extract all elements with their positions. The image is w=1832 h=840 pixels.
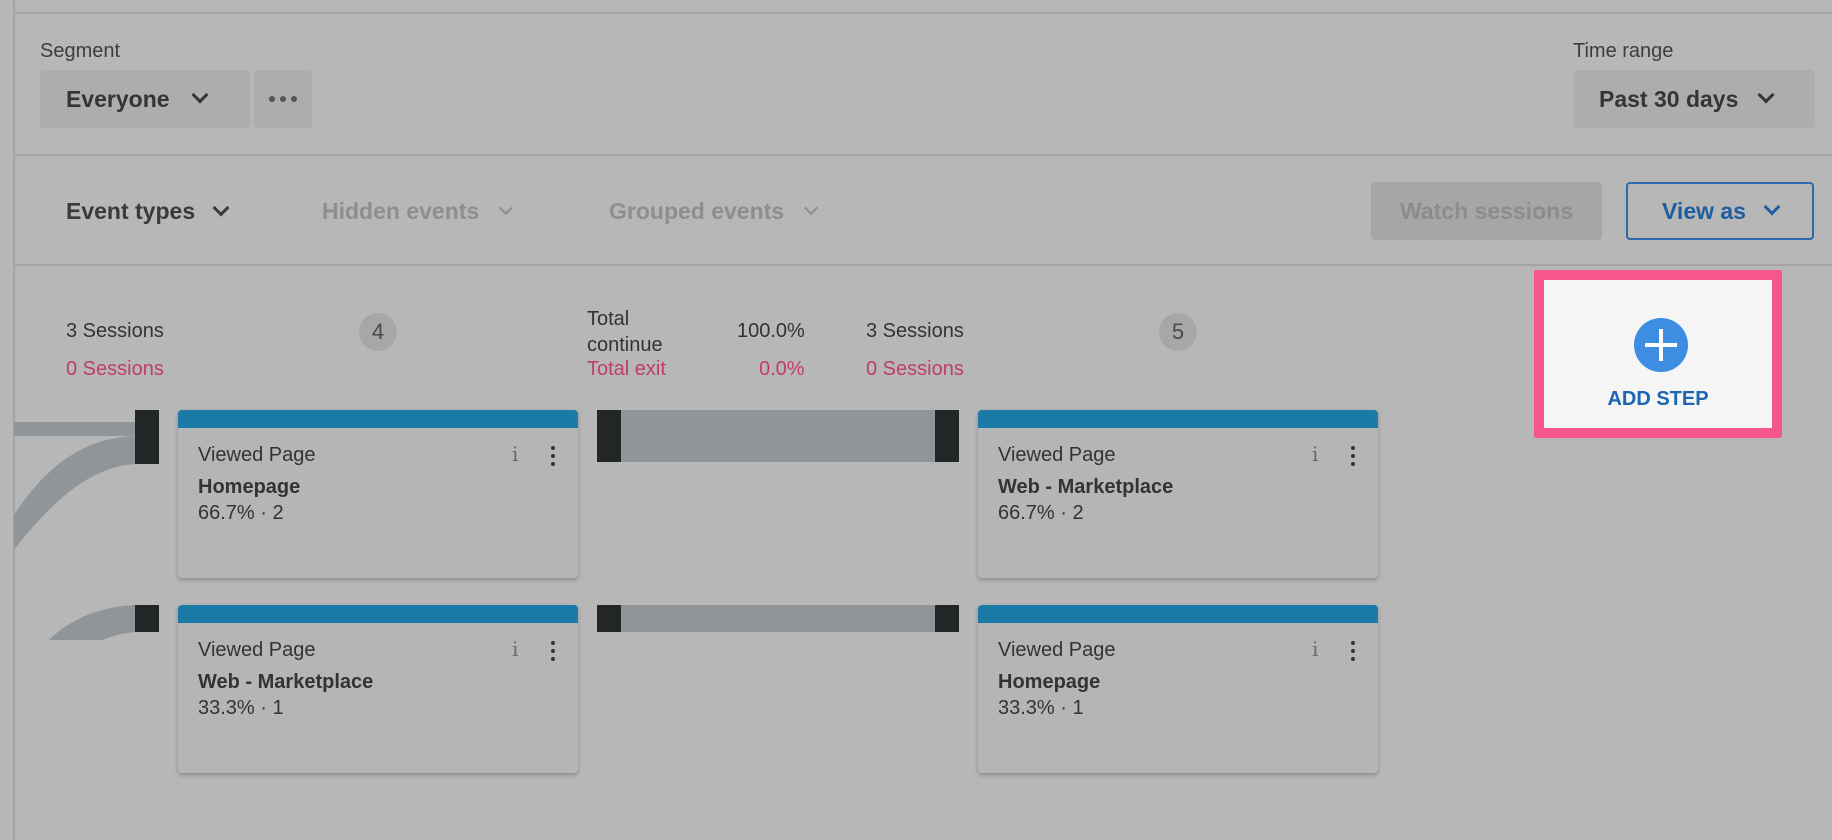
total-exit-pct: 0.0% — [759, 358, 805, 380]
view-as-label: View as — [1662, 197, 1746, 224]
more-vertical-icon[interactable] — [551, 641, 555, 665]
step-card[interactable]: Viewed Page Web - Marketplace 66.7% · 2 … — [978, 410, 1378, 578]
connector-end-top — [935, 410, 959, 462]
event-types-label: Event types — [66, 198, 196, 224]
step-card[interactable]: Viewed Page Homepage 66.7% · 2 i — [178, 410, 578, 578]
chevron-down-icon — [191, 86, 209, 104]
node-marker-bottom — [135, 605, 159, 632]
total-continue-label: Total continue — [587, 308, 663, 356]
card-event: Viewed Page — [998, 639, 1116, 661]
flow-connectors — [14, 410, 959, 640]
card-metric: 66.7% · 2 — [998, 502, 1084, 524]
total-exit-label: Total exit — [587, 358, 666, 380]
add-step-highlight: ADD STEP — [1534, 270, 1782, 438]
card-metric: 33.3% · 1 — [198, 697, 284, 719]
chevron-down-icon — [499, 200, 514, 215]
more-horizontal-icon — [269, 96, 297, 102]
connector-start-top — [597, 410, 621, 462]
step-card[interactable]: Viewed Page Homepage 33.3% · 1 i — [978, 605, 1378, 773]
step4-sessions: 3 Sessions — [66, 320, 164, 342]
connector-end-bottom — [935, 605, 959, 632]
step5-number: 5 — [1159, 313, 1197, 351]
card-event: Viewed Page — [198, 639, 316, 661]
filter-divider — [14, 154, 1832, 156]
step4-exit-sessions: 0 Sessions — [66, 358, 164, 380]
more-vertical-icon[interactable] — [1351, 446, 1355, 470]
chevron-down-icon — [804, 200, 819, 215]
add-step-label: ADD STEP — [1607, 388, 1709, 410]
step4-number: 4 — [359, 313, 397, 351]
step-card[interactable]: Viewed Page Web - Marketplace 33.3% · 1 … — [178, 605, 578, 773]
step5-sessions: 3 Sessions — [866, 320, 964, 342]
segment-label: Segment — [40, 40, 121, 62]
grouped-events-dropdown[interactable]: Grouped events — [609, 198, 819, 225]
segment-value: Everyone — [66, 85, 170, 112]
card-accent-bar — [178, 605, 578, 623]
more-vertical-icon[interactable] — [551, 446, 555, 470]
card-page: Web - Marketplace — [998, 476, 1174, 498]
card-metric: 66.7% · 2 — [198, 502, 284, 524]
add-step-button[interactable]: ADD STEP — [1544, 280, 1772, 428]
card-accent-bar — [978, 410, 1378, 428]
left-border — [13, 0, 15, 840]
chevron-down-icon — [212, 199, 230, 216]
hidden-events-label: Hidden events — [322, 198, 480, 224]
view-as-dropdown[interactable]: View as — [1626, 182, 1814, 240]
segment-more-button[interactable] — [254, 70, 312, 128]
card-event: Viewed Page — [998, 444, 1116, 466]
total-continue-pct: 100.0% — [737, 320, 805, 342]
card-accent-bar — [978, 605, 1378, 623]
card-page: Web - Marketplace — [198, 671, 374, 693]
incoming-flow-curve-top — [14, 436, 140, 550]
watch-sessions-button[interactable]: Watch sessions — [1371, 182, 1602, 240]
incoming-flow-curve-bottom — [48, 605, 140, 640]
step5-exit-sessions: 0 Sessions — [866, 358, 964, 380]
more-vertical-icon[interactable] — [1351, 641, 1355, 665]
plus-circle-icon — [1634, 318, 1688, 372]
connector-band-top — [597, 410, 959, 462]
toolbar-divider — [14, 264, 1832, 266]
hidden-events-dropdown[interactable]: Hidden events — [322, 198, 514, 225]
info-icon[interactable]: i — [1312, 442, 1319, 466]
grouped-events-label: Grouped events — [609, 198, 785, 224]
node-marker-top — [135, 410, 159, 464]
time-range-label: Time range — [1573, 40, 1674, 62]
incoming-flow-top — [14, 422, 140, 436]
time-range-value: Past 30 days — [1599, 85, 1739, 112]
chevron-down-icon — [1763, 198, 1781, 216]
event-types-dropdown[interactable]: Event types — [66, 198, 230, 225]
info-icon[interactable]: i — [512, 442, 519, 466]
card-page: Homepage — [998, 671, 1101, 693]
info-icon[interactable]: i — [512, 637, 519, 661]
card-metric: 33.3% · 1 — [998, 697, 1084, 719]
chevron-down-icon — [1757, 86, 1775, 104]
info-icon[interactable]: i — [1312, 637, 1319, 661]
card-page: Homepage — [198, 476, 301, 498]
card-accent-bar — [178, 410, 578, 428]
segment-dropdown[interactable]: Everyone — [40, 70, 250, 128]
connector-band-bottom — [597, 605, 959, 632]
time-range-dropdown[interactable]: Past 30 days — [1573, 70, 1815, 128]
top-divider — [14, 12, 1832, 14]
connector-start-bottom — [597, 605, 621, 632]
card-event: Viewed Page — [198, 444, 316, 466]
